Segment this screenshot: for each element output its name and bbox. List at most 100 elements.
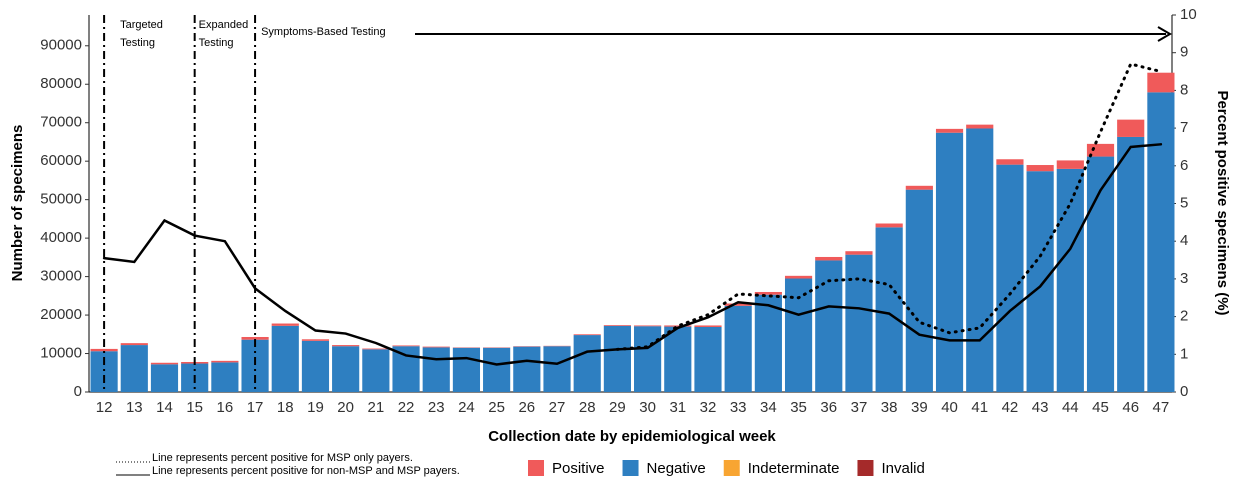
y2-tick-label: 1: [1180, 345, 1188, 362]
bar-segment: [1117, 120, 1144, 137]
x-tick-label: 31: [669, 399, 686, 416]
bar-segment: [151, 363, 178, 365]
legend-label: Negative: [647, 460, 706, 477]
bar-segment: [845, 255, 872, 392]
y2-tick-label: 3: [1180, 270, 1188, 287]
bar-segment: [151, 364, 178, 392]
x-tick-label: 19: [307, 399, 324, 416]
bar-segment: [272, 326, 299, 392]
x-tick-label: 35: [790, 399, 807, 416]
bar-segment: [302, 341, 329, 392]
y2-tick-label: 2: [1180, 308, 1188, 325]
bar-segment: [845, 251, 872, 254]
bar-segment: [121, 345, 148, 392]
y2-tick-label: 6: [1180, 157, 1188, 174]
legend-swatch: [623, 460, 639, 476]
bar-segment: [392, 345, 419, 346]
annotation: Targeted: [120, 19, 163, 31]
bar-segment: [302, 339, 329, 341]
x-tick-label: 32: [700, 399, 717, 416]
y2-tick-label: 5: [1180, 194, 1188, 211]
x-tick-label: 13: [126, 399, 143, 416]
bar-segment: [815, 257, 842, 260]
y2-tick-label: 4: [1180, 232, 1188, 249]
x-tick-label: 47: [1153, 399, 1170, 416]
bar-segment: [634, 325, 661, 326]
bar-segment: [453, 348, 480, 392]
bar-segment: [966, 125, 993, 129]
bar-segment: [483, 348, 510, 392]
x-tick-label: 24: [458, 399, 475, 416]
legend-label: Indeterminate: [748, 460, 840, 477]
y2-tick-label: 10: [1180, 6, 1197, 23]
bar-segment: [634, 326, 661, 392]
y2-tick-label: 7: [1180, 119, 1188, 136]
bar-segment: [272, 324, 299, 326]
annotation: Symptoms-Based Testing: [261, 26, 386, 38]
bar-segment: [876, 227, 903, 392]
bar-segment: [936, 129, 963, 133]
legend-label: Line represents percent positive for non…: [152, 465, 460, 477]
x-tick-label: 21: [368, 399, 385, 416]
x-tick-label: 20: [337, 399, 354, 416]
x-tick-label: 45: [1092, 399, 1109, 416]
y-tick-label: 40000: [40, 229, 82, 246]
bar-segment: [543, 346, 570, 392]
bar-segment: [906, 186, 933, 190]
bar-segment: [362, 349, 389, 392]
legend-swatch: [528, 460, 544, 476]
bar-segment: [906, 190, 933, 392]
bar-segment: [966, 128, 993, 392]
x-tick-label: 39: [911, 399, 928, 416]
bar-segment: [362, 349, 389, 350]
bar-segment: [211, 361, 238, 363]
bar-segment: [604, 326, 631, 392]
bar-segment: [332, 345, 359, 346]
y2-axis-title: Percent positive specimens (%): [1214, 90, 1231, 315]
y-axis-title: Number of specimens: [9, 125, 26, 282]
y-tick-label: 70000: [40, 114, 82, 131]
bar-segment: [694, 327, 721, 392]
x-tick-label: 46: [1122, 399, 1139, 416]
y2-tick-label: 8: [1180, 81, 1188, 98]
x-tick-label: 43: [1032, 399, 1049, 416]
x-tick-label: 12: [96, 399, 113, 416]
bar-segment: [1057, 160, 1084, 168]
bar-segment: [1027, 171, 1054, 392]
bar-segment: [755, 292, 782, 295]
x-tick-label: 33: [730, 399, 747, 416]
bar-segment: [1117, 137, 1144, 392]
y-tick-label: 90000: [40, 37, 82, 54]
bar-segment: [936, 133, 963, 392]
x-tick-label: 37: [851, 399, 868, 416]
y2-tick-label: 0: [1180, 383, 1188, 400]
bar-segment: [574, 335, 601, 392]
bar-segment: [1147, 92, 1174, 392]
x-tick-label: 41: [971, 399, 988, 416]
bar-segment: [211, 362, 238, 392]
x-tick-label: 14: [156, 399, 173, 416]
y-tick-label: 10000: [40, 344, 82, 361]
y-tick-label: 30000: [40, 268, 82, 285]
bar-segment: [785, 276, 812, 279]
bar-segment: [1027, 165, 1054, 171]
x-tick-label: 36: [820, 399, 837, 416]
bar-segment: [574, 334, 601, 335]
legend-label: Positive: [552, 460, 605, 477]
x-tick-label: 17: [247, 399, 264, 416]
y-tick-label: 50000: [40, 191, 82, 208]
bar-segment: [121, 343, 148, 345]
bar-segment: [785, 279, 812, 392]
x-axis-title: Collection date by epidemiological week: [488, 428, 776, 445]
bar-segment: [725, 306, 752, 392]
x-tick-label: 18: [277, 399, 294, 416]
bar-segment: [876, 224, 903, 228]
y-tick-label: 0: [74, 383, 82, 400]
annotation: Testing: [199, 37, 234, 49]
bar-segment: [604, 325, 631, 326]
x-tick-label: 27: [549, 399, 566, 416]
x-tick-label: 26: [518, 399, 535, 416]
y-tick-label: 60000: [40, 152, 82, 169]
y-tick-label: 20000: [40, 306, 82, 323]
